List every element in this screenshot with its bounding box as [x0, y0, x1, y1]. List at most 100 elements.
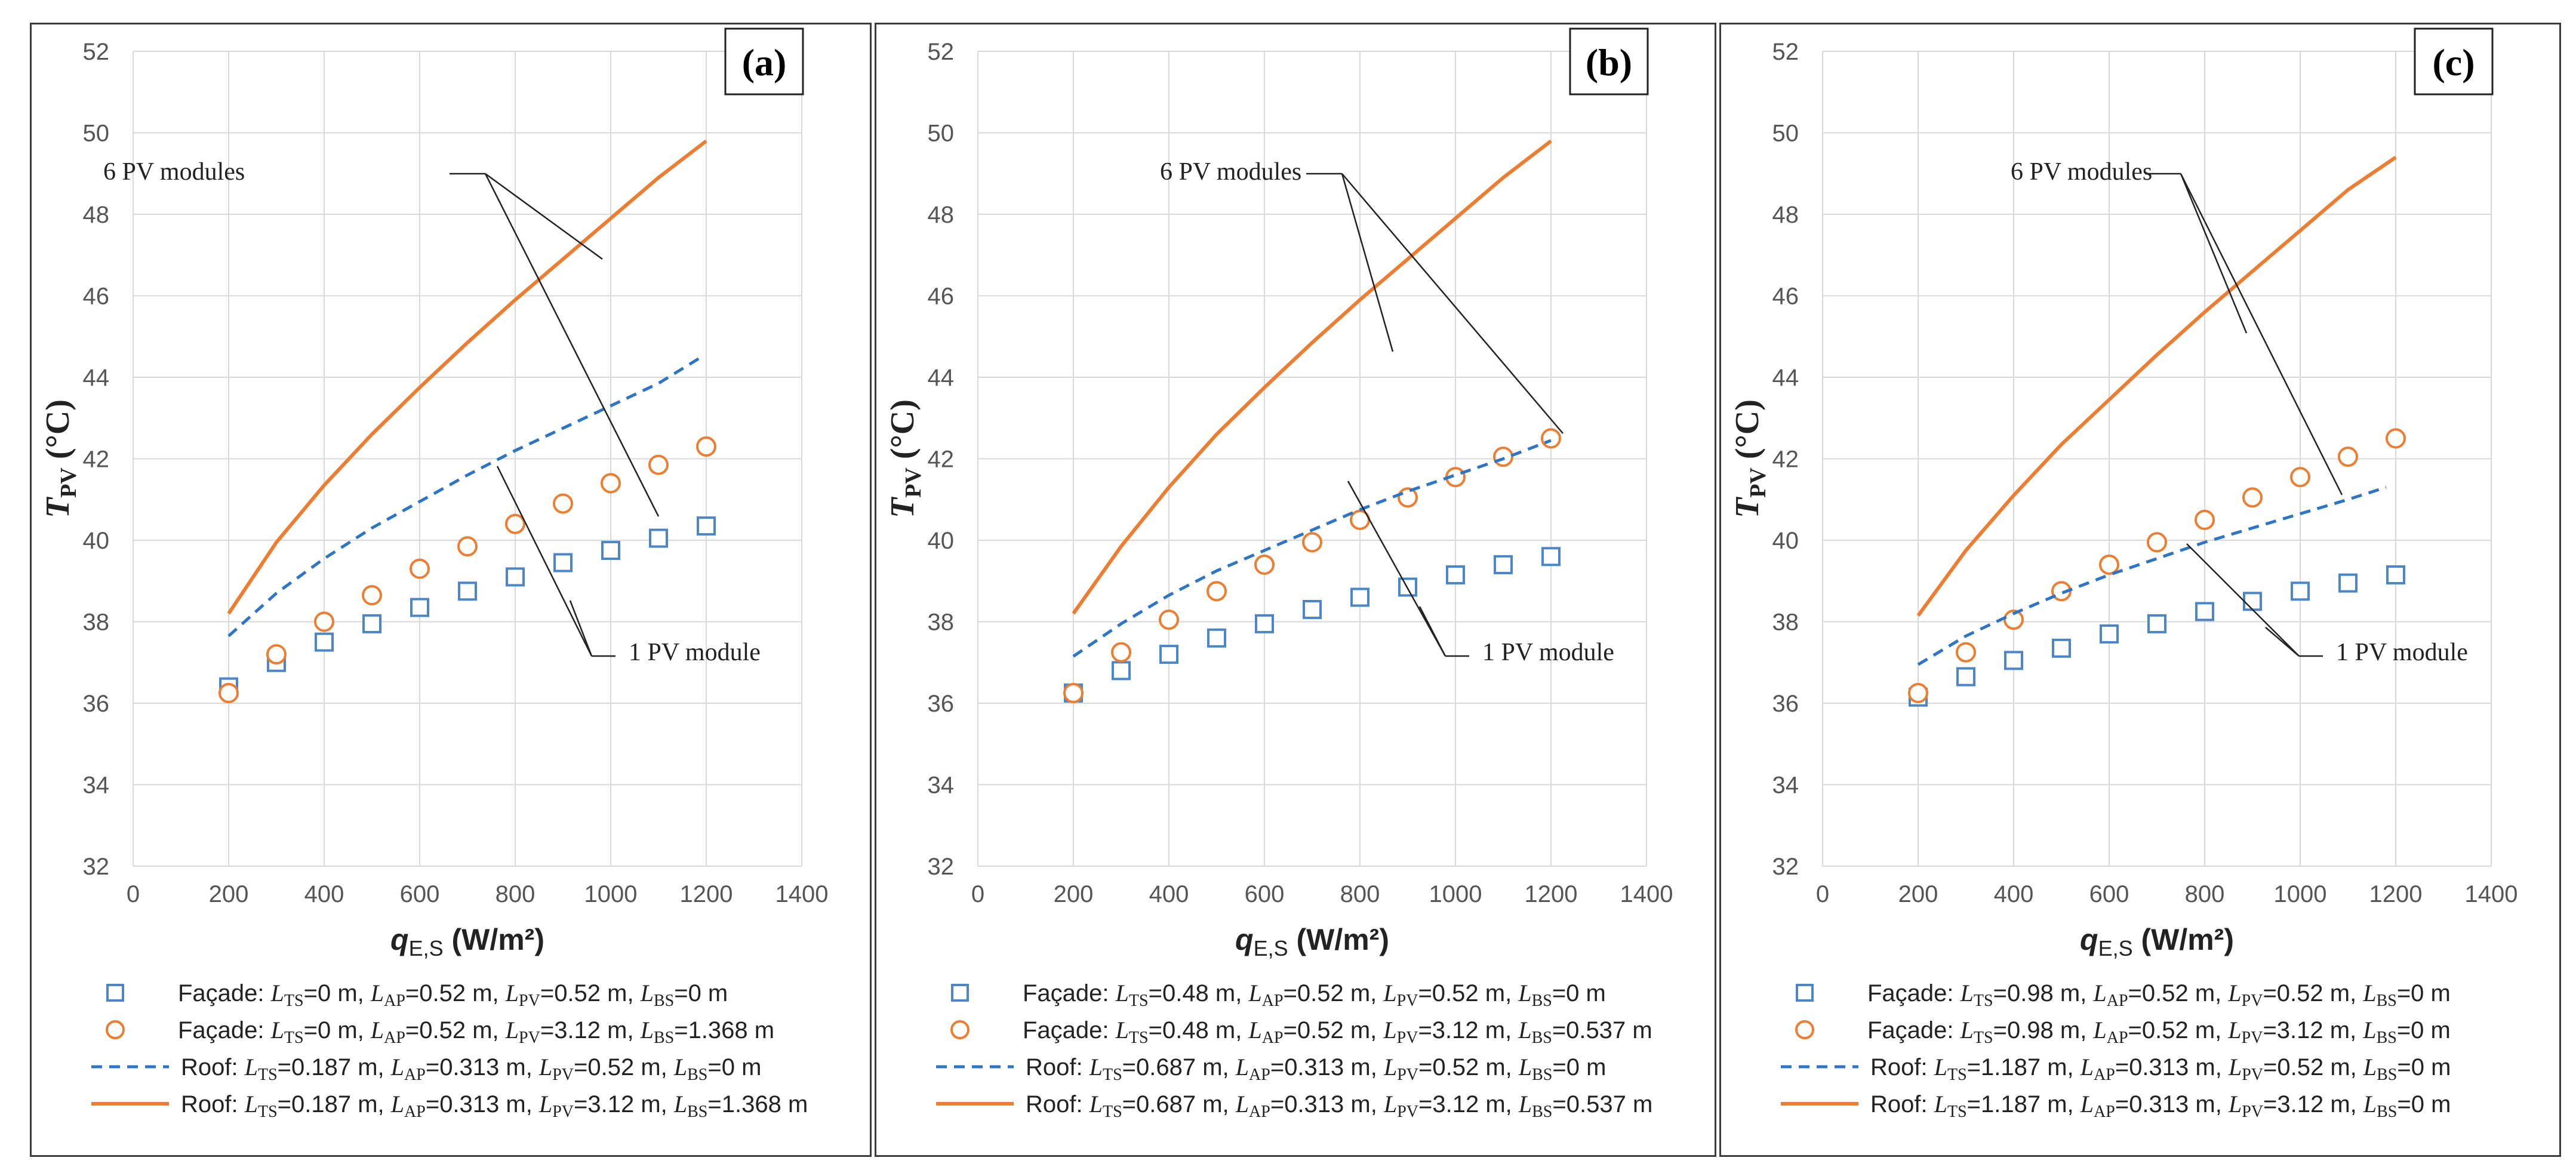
series-3: [1072, 139, 1552, 615]
series-0: [1064, 547, 1561, 703]
y-tick-label: 40: [1772, 528, 1799, 554]
legend-marker: [951, 984, 969, 1002]
data-point: [457, 536, 478, 557]
data-point: [553, 553, 573, 572]
series-3: [1916, 156, 2397, 617]
y-tick-label: 52: [83, 39, 110, 65]
annotation-one-label: 1 PV module: [2336, 639, 2468, 666]
y-axis-label: TPV (°C): [884, 399, 926, 518]
series-3: [227, 139, 707, 615]
x-tick-label: 1200: [2369, 881, 2423, 907]
data-point: [1908, 682, 1928, 703]
data-point: [1302, 532, 1322, 553]
data-point: [362, 585, 382, 606]
series-1: [218, 436, 716, 703]
x-tick-label: 1400: [1620, 881, 1673, 907]
legend-entry: Roof: LTS=0.687 m, LAP=0.313 m, LPV=0.52…: [1026, 1054, 1606, 1084]
annotation-leader: [2265, 627, 2300, 657]
x-tick-label: 200: [1898, 881, 1938, 907]
data-point: [2003, 609, 2024, 630]
panel-label: (b): [1586, 41, 1632, 84]
series-2: [227, 355, 703, 638]
y-tick-label: 38: [928, 609, 955, 636]
annotation-leader: [2186, 543, 2300, 657]
data-point: [1956, 667, 1975, 686]
data-point: [1956, 642, 1976, 663]
panel-label-box: [724, 27, 804, 96]
series-line: [1072, 439, 1552, 658]
series-2: [1072, 439, 1552, 658]
series-line: [1917, 485, 2387, 666]
annotation-six-label: 6 PV modules: [2011, 158, 2152, 186]
data-point: [458, 581, 477, 601]
data-point: [1063, 682, 1084, 703]
data-point: [2386, 428, 2406, 449]
x-tick-label: 600: [1245, 881, 1285, 907]
annotation-leader: [569, 600, 593, 657]
y-tick-label: 36: [83, 691, 110, 717]
data-point: [2100, 624, 2119, 644]
chart-panel-c: 0 200 400 600 800 1000 1200 1400 32 34 36 38 40 42 44 4…: [1719, 23, 2561, 1157]
x-tick-label: 1200: [680, 881, 733, 907]
legend-entry: Façade: LTS=0.48 m, LAP=0.52 m, LPV=3.12…: [1023, 1017, 1652, 1047]
annotation-leader: [2180, 173, 2343, 495]
y-tick-label: 38: [83, 609, 110, 636]
x-tick-label: 0: [1816, 881, 1829, 907]
y-tick-label: 44: [83, 365, 110, 391]
legend-entry: Roof: LTS=1.187 m, LAP=0.313 m, LPV=0.52…: [1870, 1054, 2451, 1084]
data-point: [1255, 614, 1274, 633]
x-axis-label: qE,S (W/m²): [2080, 923, 2234, 960]
grid: [977, 51, 1647, 867]
data-point: [2291, 581, 2310, 601]
panel-label: (a): [742, 41, 787, 84]
chart-svg-a: 0 200 400 600 800 1000 1200 1400 32 34 36 38 40 42 44 4…: [39, 27, 828, 1121]
y-tick-label: 34: [83, 772, 110, 799]
x-tick-label: 400: [1149, 881, 1189, 907]
y-tick-label: 52: [1772, 39, 1799, 65]
data-point: [1254, 554, 1275, 575]
chart-panel-b: 0 200 400 600 800 1000 1200 1400 32 34 36 38 40 42 44 4…: [875, 23, 1716, 1157]
x-tick-label: 1400: [2465, 881, 2518, 907]
x-tick-label: 0: [971, 881, 984, 907]
data-point: [1111, 642, 1131, 663]
data-point: [1541, 428, 1561, 449]
y-tick-label: 50: [928, 121, 955, 147]
y-tick-label: 52: [928, 39, 955, 65]
series-line: [1072, 139, 1552, 615]
y-tick-label: 36: [1772, 691, 1799, 717]
data-point: [1350, 587, 1369, 607]
y-tick-label: 42: [1772, 447, 1799, 473]
legend-entry: Façade: LTS=0.98 m, LAP=0.52 m, LPV=3.12…: [1867, 1017, 2451, 1047]
y-tick-label: 32: [83, 854, 110, 880]
y-tick-label: 50: [1772, 121, 1799, 147]
annotation-leader: [484, 173, 660, 517]
annotation-leader: [485, 173, 603, 260]
x-tick-label: 600: [400, 881, 440, 907]
data-point: [315, 632, 334, 652]
panel-label: (c): [2432, 41, 2475, 84]
series-1: [1063, 428, 1561, 703]
x-tick-label: 1200: [1525, 881, 1578, 907]
data-point: [1494, 555, 1513, 574]
legend-entry: Roof: LTS=0.187 m, LAP=0.313 m, LPV=3.12…: [181, 1091, 808, 1121]
chart-svg-b: 0 200 400 600 800 1000 1200 1400 32 34 36 38 40 42 44 4…: [884, 27, 1673, 1121]
x-tick-label: 400: [1994, 881, 2034, 907]
y-tick-label: 38: [1772, 609, 1799, 636]
y-tick-label: 46: [1772, 284, 1799, 310]
data-point: [2338, 573, 2358, 593]
x-tick-label: 1000: [1429, 881, 1482, 907]
y-tick-label: 34: [928, 772, 955, 799]
data-point: [1541, 547, 1561, 567]
y-tick-label: 46: [83, 284, 110, 310]
annotation-leader: [496, 466, 593, 657]
chart-panel-a: 0 200 400 600 800 1000 1200 1400 32 34 36 38 40 42 44 4…: [30, 23, 872, 1157]
data-point: [601, 541, 620, 561]
panel-label-box: [2414, 27, 2494, 96]
data-point: [649, 528, 668, 548]
y-axis-label: TPV (°C): [39, 399, 81, 518]
data-point: [2243, 592, 2262, 611]
data-point: [266, 644, 287, 665]
annotation-one-label: 1 PV module: [1482, 639, 1614, 666]
x-tick-label: 200: [1054, 881, 1094, 907]
y-tick-label: 32: [928, 854, 955, 880]
